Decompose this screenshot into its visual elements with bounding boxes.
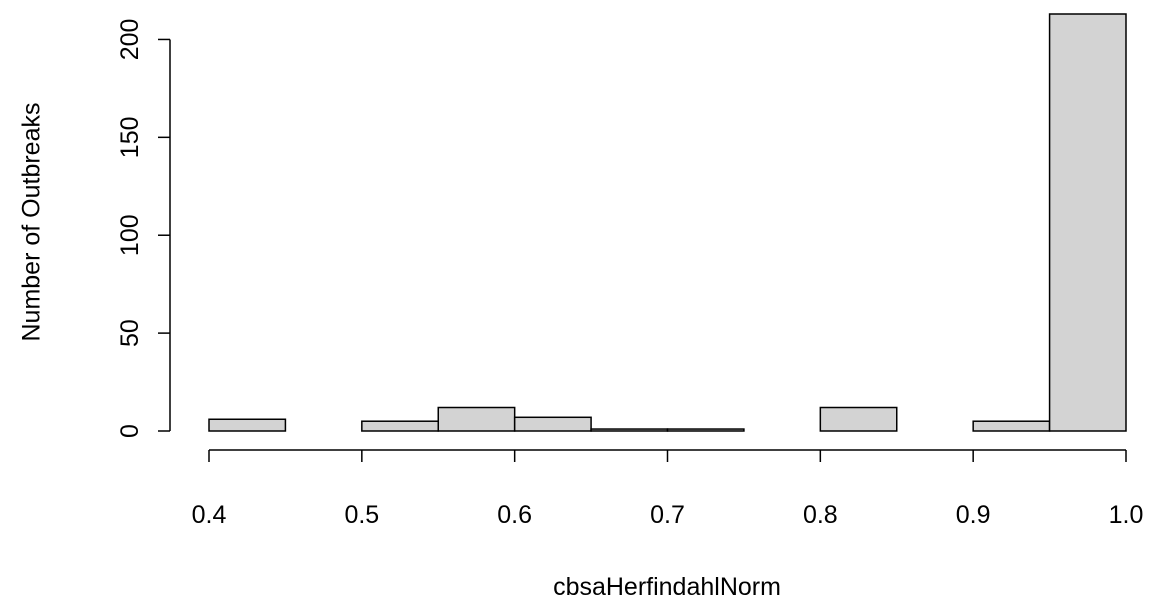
x-tick-label: 0.6 (497, 501, 532, 529)
x-tick-label: 0.9 (956, 501, 991, 529)
x-tick-label: 0.8 (803, 501, 838, 529)
y-axis-label: Number of Outbreaks (18, 103, 46, 342)
x-axis-label: cbsaHerfindahlNorm (553, 573, 781, 601)
y-tick-label: 150 (116, 116, 144, 158)
y-tick-label: 200 (116, 19, 144, 61)
y-tick-label: 50 (116, 319, 144, 347)
y-tick-label: 100 (116, 214, 144, 256)
x-tick-label: 0.5 (344, 501, 379, 529)
bar (437, 406, 516, 432)
bar (972, 420, 1051, 432)
bar (208, 418, 287, 432)
x-tick-label: 0.4 (192, 501, 227, 529)
bar (361, 420, 440, 432)
bar (590, 428, 669, 432)
bar (513, 416, 592, 432)
x-tick-label: 1.0 (1109, 501, 1144, 529)
bar (1048, 13, 1127, 432)
bar (666, 428, 745, 432)
y-tick-label: 0 (116, 424, 144, 438)
x-tick-label: 0.7 (650, 501, 685, 529)
bar (819, 406, 898, 432)
